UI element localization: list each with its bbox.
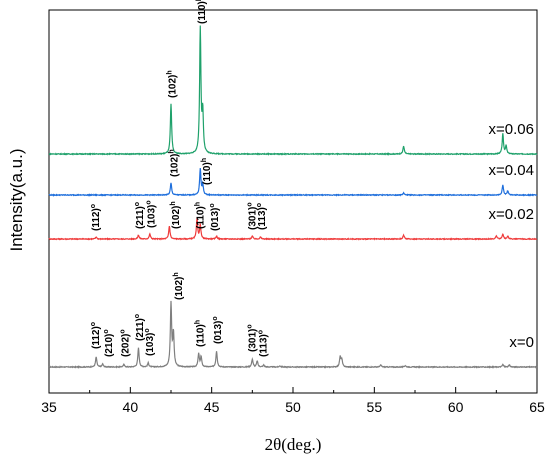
x-tick-label: 55 bbox=[367, 399, 383, 415]
peak-label: (112)o bbox=[90, 204, 102, 231]
peak-label: (013)o bbox=[212, 316, 224, 344]
series-label: x=0.04 bbox=[489, 162, 534, 179]
x-tick-label: 35 bbox=[41, 399, 57, 415]
peak-label: (103)o bbox=[146, 200, 158, 228]
x-axis-ticks: 35 40 45 50 55 60 65 bbox=[41, 387, 545, 415]
peak-label: (102)h bbox=[167, 70, 179, 98]
peak-label: (112)o bbox=[90, 322, 102, 349]
x-tick-label: 45 bbox=[204, 399, 220, 415]
peak-label: (110)h bbox=[194, 320, 206, 347]
peak-label: (102)h bbox=[170, 201, 182, 229]
x-tick-label: 60 bbox=[448, 399, 464, 415]
series-label: x=0 bbox=[509, 334, 534, 351]
x-tick-label: 40 bbox=[123, 399, 139, 415]
series-line-0 bbox=[48, 300, 538, 369]
peak-label: (113)o bbox=[258, 330, 270, 357]
peak-label: (211)o bbox=[134, 314, 146, 341]
peak-annotations: (112)o(210)o(202)o (211)o(103)o(102)h(110… bbox=[90, 0, 270, 357]
series-line-3 bbox=[48, 25, 538, 156]
series-labels: x=0 x=0.02 x=0.04 x=0.06 bbox=[489, 121, 534, 351]
series-line-1 bbox=[48, 217, 538, 241]
peak-label: (110)h bbox=[194, 202, 206, 229]
series-line-2 bbox=[48, 167, 538, 197]
peak-label: (113)o bbox=[256, 203, 268, 230]
peak-label: (102)h bbox=[168, 149, 180, 177]
peak-label: (102)h bbox=[173, 272, 185, 300]
series-label: x=0.06 bbox=[489, 121, 534, 138]
peak-label: (210)o bbox=[103, 329, 115, 357]
series-label: x=0.02 bbox=[489, 206, 534, 223]
x-tick-label: 50 bbox=[285, 399, 301, 415]
peak-label: (013)o bbox=[209, 203, 221, 231]
peak-label: (103)o bbox=[144, 328, 156, 356]
peak-label: (110)h bbox=[196, 0, 208, 24]
peak-label: (110)h bbox=[201, 158, 213, 185]
peak-label: (202)o bbox=[120, 329, 132, 357]
x-axis-label: 2θ(deg.) bbox=[265, 435, 322, 454]
peak-label: (211)o bbox=[134, 202, 146, 229]
series-lines bbox=[48, 25, 538, 369]
peak-label: (301)o bbox=[246, 324, 258, 352]
y-axis-label: Intensity(a.u.) bbox=[7, 149, 26, 252]
peak-label: (301)o bbox=[246, 202, 258, 230]
x-tick-label: 65 bbox=[529, 399, 545, 415]
